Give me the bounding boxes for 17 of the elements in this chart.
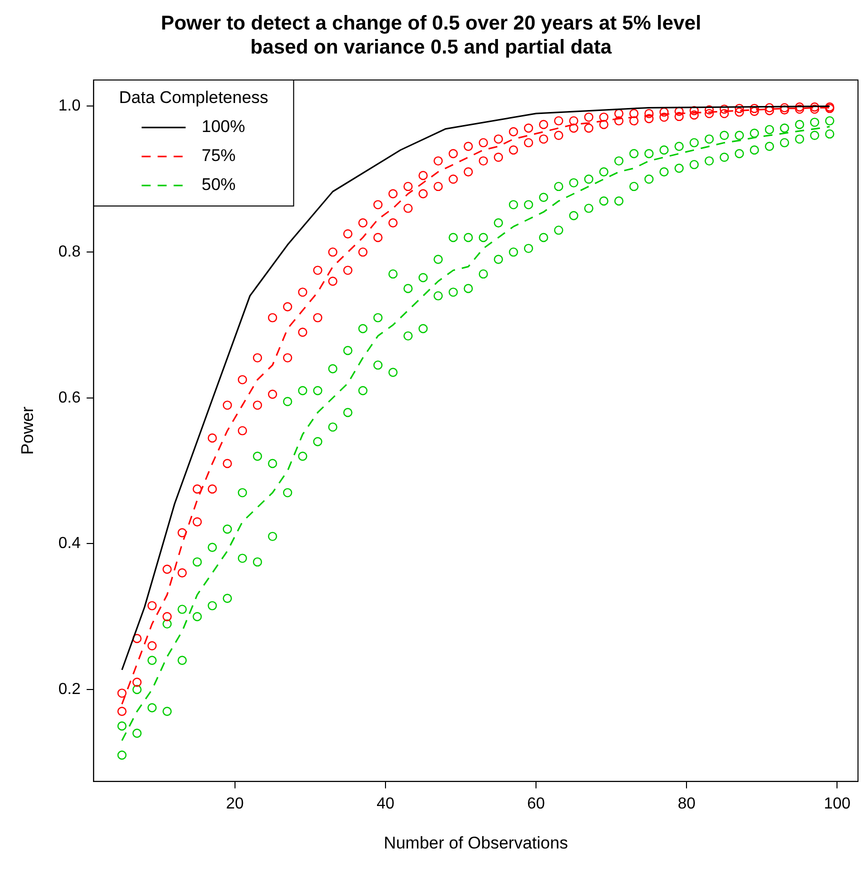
x-tick-label: 100 xyxy=(824,795,851,812)
y-tick-label: 0.8 xyxy=(58,243,81,260)
x-tick-label: 80 xyxy=(678,795,696,812)
legend-label: 50% xyxy=(202,175,236,194)
legend-label: 75% xyxy=(202,146,236,166)
y-axis-title: Power xyxy=(18,406,37,455)
y-tick-label: 0.4 xyxy=(58,535,81,552)
legend-title: Data Completeness xyxy=(118,88,268,108)
y-tick-label: 0.2 xyxy=(58,680,81,698)
y-tick-label: 0.6 xyxy=(58,389,81,406)
chart-title: Power to detect a change of 0.5 over 20 years at 5% level based on variance 0.5 and partial data xyxy=(160,12,702,59)
x-tick-label: 20 xyxy=(226,795,244,812)
legend-label: 100% xyxy=(202,117,246,136)
y-tick-label: 1.0 xyxy=(58,98,81,115)
x-tick-label: 60 xyxy=(527,795,546,812)
x-tick-label: 40 xyxy=(376,795,394,812)
x-axis-title: Number of Observations xyxy=(384,833,568,852)
